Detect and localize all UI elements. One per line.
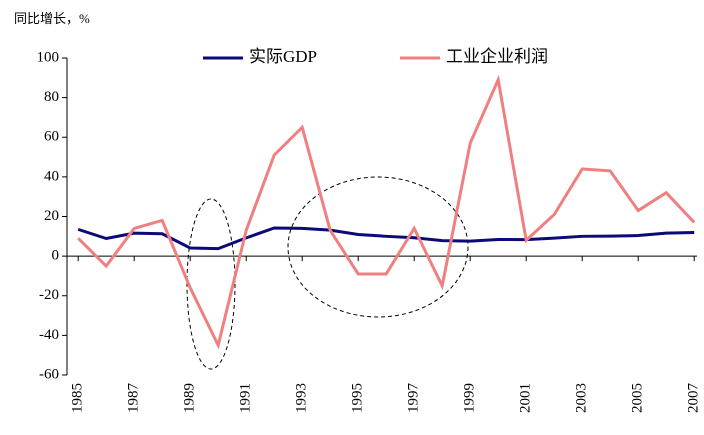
y-tick-label: -20 bbox=[39, 287, 59, 303]
annotation-ellipse bbox=[186, 198, 236, 370]
x-tick-label: 1985 bbox=[70, 383, 86, 413]
y-tick-label: 60 bbox=[44, 129, 59, 145]
series-line bbox=[77, 226, 695, 251]
y-tick-label: 80 bbox=[44, 89, 59, 105]
y-axis-label: 同比增长，% bbox=[14, 11, 90, 26]
x-tick-label: 1991 bbox=[238, 383, 254, 413]
x-tick-label: 1997 bbox=[406, 383, 422, 414]
x-tick-label: 2005 bbox=[630, 383, 646, 413]
y-tick-label: -60 bbox=[39, 366, 59, 382]
x-tick-label: 1989 bbox=[182, 383, 198, 413]
x-tick-label: 1999 bbox=[462, 383, 478, 413]
annotation-ellipse bbox=[287, 176, 469, 318]
legend-label: 工业企业利润 bbox=[446, 47, 548, 66]
y-tick-label: -40 bbox=[39, 327, 59, 343]
legend-label: 实际GDP bbox=[249, 47, 317, 66]
x-tick-label: 2003 bbox=[574, 383, 590, 413]
y-tick-label: 0 bbox=[52, 248, 60, 264]
x-tick-label: 2001 bbox=[518, 383, 534, 413]
y-tick-label: 40 bbox=[44, 168, 59, 184]
x-tick-label: 2007 bbox=[686, 383, 702, 414]
x-tick-label: 1987 bbox=[126, 383, 142, 414]
y-tick-label: 20 bbox=[44, 208, 59, 224]
x-tick-label: 1993 bbox=[294, 383, 310, 413]
series-line bbox=[77, 74, 696, 350]
x-tick-label: 1995 bbox=[350, 383, 366, 413]
y-tick-label: 100 bbox=[37, 49, 60, 65]
